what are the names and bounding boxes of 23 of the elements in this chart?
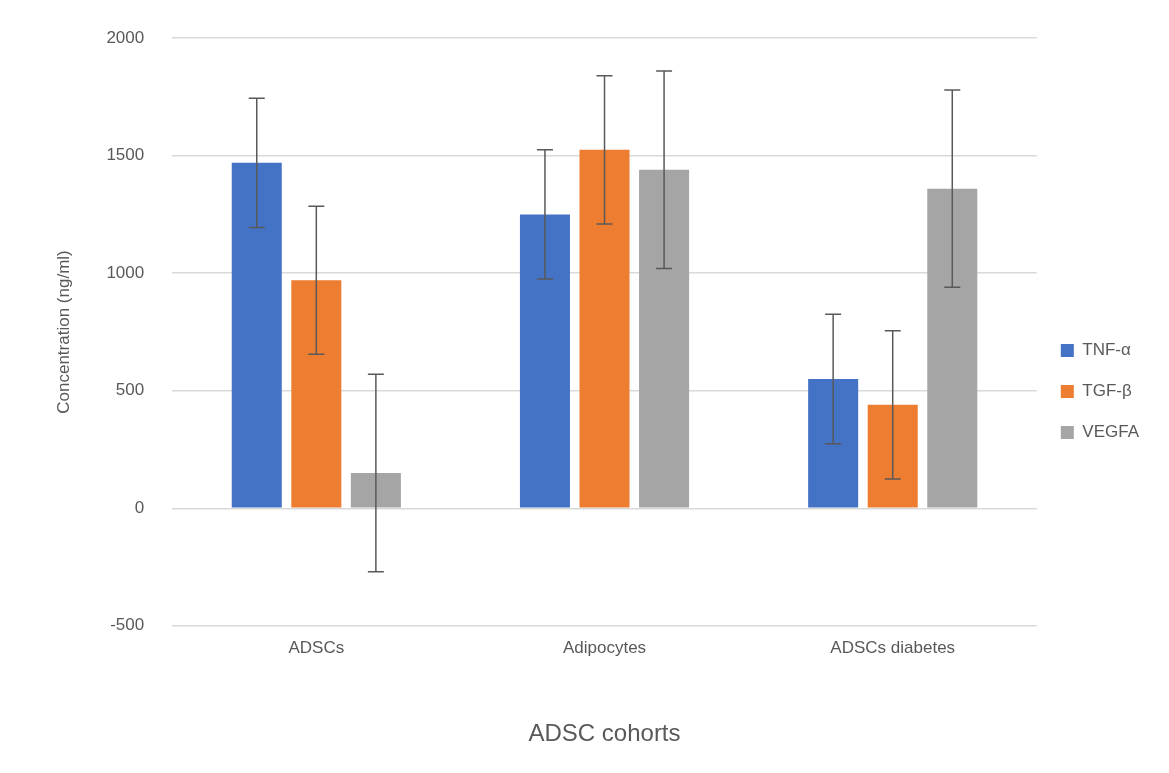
y-tick-label: 0: [134, 497, 145, 517]
x-tick-label: ADSCs: [288, 637, 345, 657]
y-tick-label: 1500: [106, 145, 145, 165]
bar: [639, 169, 690, 508]
bar: [350, 473, 401, 508]
x-axis-title: ADSC cohorts: [528, 719, 681, 747]
legend-label: TGF-β: [1082, 381, 1132, 401]
bar: [291, 280, 342, 508]
legend-label: VEGFA: [1082, 422, 1140, 442]
y-tick-label: 2000: [106, 27, 145, 47]
bar: [808, 379, 859, 508]
bar: [579, 149, 630, 508]
bar: [867, 404, 918, 508]
y-tick-label: 500: [115, 380, 145, 400]
y-tick-label: -500: [110, 615, 145, 635]
y-tick-label: 1000: [106, 262, 145, 282]
bar: [231, 162, 282, 508]
legend-label: TNF-α: [1082, 340, 1132, 360]
x-tick-label: Adipocytes: [562, 637, 647, 657]
bar: [519, 214, 570, 508]
x-tick-label: ADSCs diabetes: [830, 637, 956, 657]
y-axis-title: Concentration (ng/ml): [53, 250, 73, 414]
bar: [927, 188, 978, 508]
